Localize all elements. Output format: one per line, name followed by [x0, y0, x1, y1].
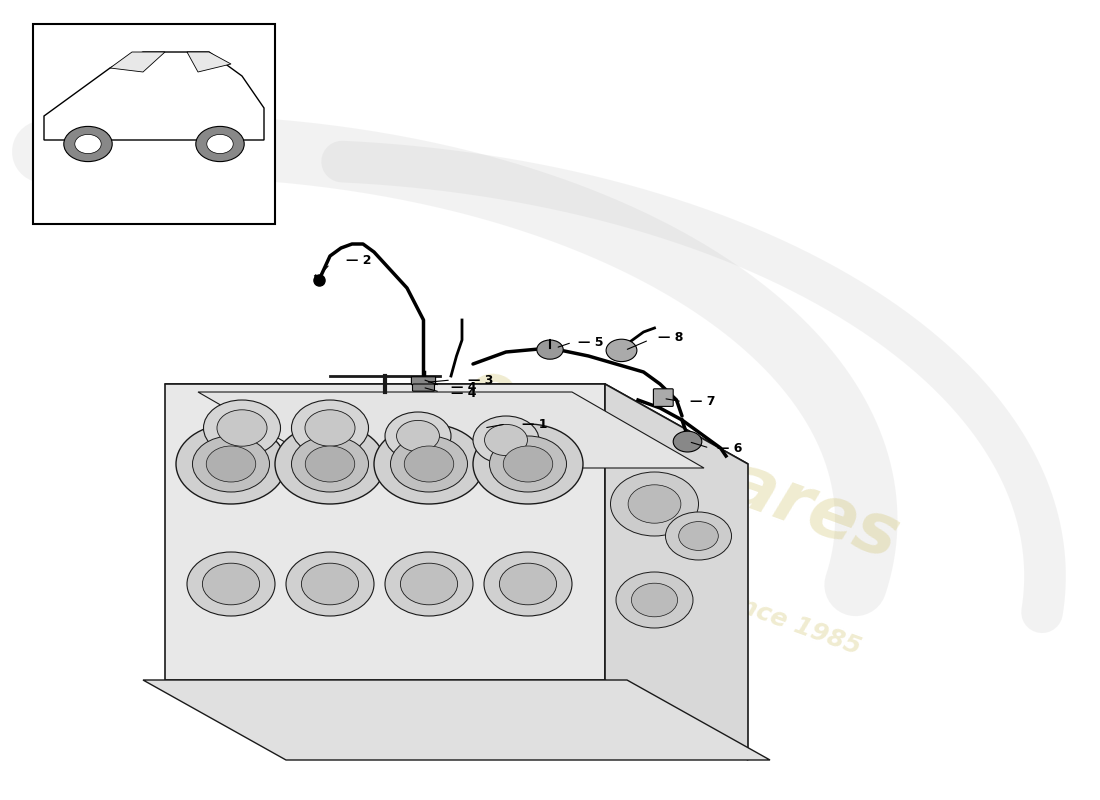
Circle shape: [306, 446, 354, 482]
Circle shape: [75, 134, 101, 154]
FancyBboxPatch shape: [653, 389, 673, 406]
Text: a passion for parts since 1985: a passion for parts since 1985: [455, 492, 865, 660]
Circle shape: [217, 410, 267, 446]
Circle shape: [292, 436, 368, 492]
Circle shape: [275, 424, 385, 504]
Circle shape: [176, 424, 286, 504]
Text: — 6: — 6: [717, 442, 743, 454]
Polygon shape: [198, 392, 704, 468]
Circle shape: [301, 563, 359, 605]
Circle shape: [196, 126, 244, 162]
Text: — 8: — 8: [658, 331, 683, 344]
Text: — 4: — 4: [451, 381, 476, 394]
Circle shape: [666, 512, 732, 560]
Circle shape: [396, 421, 439, 451]
FancyBboxPatch shape: [411, 377, 436, 385]
Polygon shape: [165, 384, 605, 680]
Text: — 2: — 2: [346, 254, 372, 266]
Circle shape: [537, 340, 563, 359]
Circle shape: [385, 412, 451, 460]
Circle shape: [390, 436, 468, 492]
Text: — 4: — 4: [451, 387, 476, 400]
Circle shape: [405, 446, 453, 482]
Circle shape: [473, 424, 583, 504]
Circle shape: [385, 552, 473, 616]
Polygon shape: [187, 52, 231, 72]
Circle shape: [64, 126, 112, 162]
Circle shape: [499, 563, 557, 605]
Circle shape: [187, 552, 275, 616]
Circle shape: [292, 400, 368, 456]
Circle shape: [207, 134, 233, 154]
Circle shape: [616, 572, 693, 628]
Circle shape: [679, 522, 718, 550]
Circle shape: [192, 436, 270, 492]
Text: — 7: — 7: [690, 395, 715, 408]
Text: — 1: — 1: [522, 418, 548, 430]
Circle shape: [400, 563, 458, 605]
Circle shape: [484, 552, 572, 616]
Circle shape: [606, 339, 637, 362]
Circle shape: [490, 436, 566, 492]
Circle shape: [374, 424, 484, 504]
Text: eurospares: eurospares: [455, 354, 909, 574]
Circle shape: [631, 583, 678, 617]
Circle shape: [473, 416, 539, 464]
Circle shape: [673, 431, 702, 452]
Polygon shape: [605, 384, 748, 760]
Circle shape: [504, 446, 552, 482]
FancyBboxPatch shape: [412, 384, 434, 391]
Polygon shape: [165, 384, 748, 464]
Circle shape: [286, 552, 374, 616]
Circle shape: [204, 400, 280, 456]
Bar: [33, 24, 275, 224]
Circle shape: [610, 472, 698, 536]
Circle shape: [305, 410, 355, 446]
Polygon shape: [143, 680, 770, 760]
Polygon shape: [44, 52, 264, 140]
Circle shape: [484, 424, 528, 456]
Circle shape: [207, 446, 255, 482]
Circle shape: [628, 485, 681, 523]
Text: — 3: — 3: [468, 374, 493, 386]
Text: — 5: — 5: [578, 336, 603, 349]
Circle shape: [202, 563, 260, 605]
Polygon shape: [110, 52, 165, 72]
